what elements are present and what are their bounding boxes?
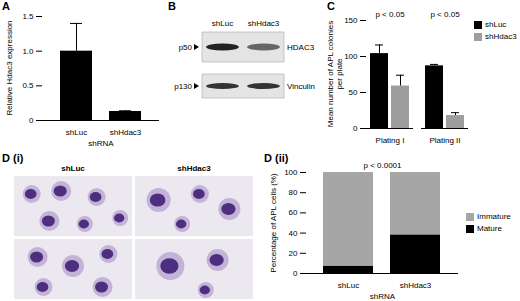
svg-text:shLuc: shLuc bbox=[61, 164, 85, 173]
html-text:D (i): D (i) bbox=[2, 152, 24, 164]
html-text:B: B bbox=[168, 0, 176, 12]
svg-text:100: 100 bbox=[344, 52, 358, 61]
svg-text:100: 100 bbox=[284, 168, 298, 177]
html-text:Mean number of APL colonies pe: Mean number of APL colonies per plate bbox=[326, 20, 344, 128]
svg-text:150: 150 bbox=[344, 16, 358, 25]
html-text:Percentage of APL cells (%): Percentage of APL cells (%) bbox=[268, 172, 278, 273]
svg-text:shHdac3: shHdac3 bbox=[248, 19, 280, 28]
svg-text:0: 0 bbox=[353, 124, 358, 133]
svg-text:shRNA: shRNA bbox=[370, 292, 396, 301]
html-text:shHdac3: shHdac3 bbox=[485, 32, 517, 41]
svg-text:HDAC3: HDAC3 bbox=[287, 43, 315, 52]
html-text:C: C bbox=[327, 0, 335, 12]
html-text:A: A bbox=[2, 0, 10, 12]
svg-text:shRNA: shRNA bbox=[88, 139, 114, 148]
svg-text:Plating I: Plating I bbox=[376, 136, 405, 145]
html-text:Relative Hdac3 expression: Relative Hdac3 expression bbox=[4, 20, 14, 116]
svg-text:80: 80 bbox=[289, 188, 298, 197]
svg-text:p < 0.05: p < 0.05 bbox=[375, 10, 405, 19]
svg-text:p < 0.05: p < 0.05 bbox=[430, 10, 460, 19]
svg-text:0: 0 bbox=[293, 269, 298, 278]
svg-text:Plating II: Plating II bbox=[429, 136, 460, 145]
svg-text:shHdac3: shHdac3 bbox=[400, 281, 432, 290]
svg-text:0.5: 0.5 bbox=[22, 81, 34, 90]
svg-text:1.5: 1.5 bbox=[22, 12, 34, 21]
html-text:D (ii): D (ii) bbox=[264, 152, 289, 164]
html-text:Mature: Mature bbox=[477, 224, 502, 233]
svg-text:40: 40 bbox=[289, 229, 298, 238]
svg-text:1.0: 1.0 bbox=[22, 47, 34, 56]
svg-text:shLuc: shLuc bbox=[338, 281, 359, 290]
svg-text:50: 50 bbox=[349, 88, 358, 97]
svg-text:shHdac3: shHdac3 bbox=[177, 164, 211, 173]
svg-text:20: 20 bbox=[289, 249, 298, 258]
svg-text:60: 60 bbox=[289, 208, 298, 217]
svg-text:shLuc: shLuc bbox=[212, 19, 233, 28]
svg-text:shLuc: shLuc bbox=[66, 128, 87, 137]
svg-text:shHdac3: shHdac3 bbox=[110, 128, 142, 137]
svg-text:p < 0.0001: p < 0.0001 bbox=[363, 161, 402, 170]
svg-text:Vinculin: Vinculin bbox=[287, 82, 315, 91]
svg-text:p130: p130 bbox=[174, 82, 192, 91]
svg-text:p50: p50 bbox=[179, 43, 193, 52]
html-text:shLuc: shLuc bbox=[485, 20, 507, 29]
svg-text:0: 0 bbox=[29, 116, 34, 125]
html-text:Immature: Immature bbox=[477, 212, 511, 221]
